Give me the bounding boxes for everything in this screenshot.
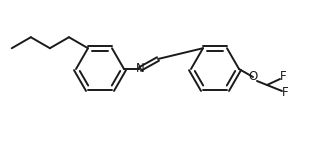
Text: F: F [280, 71, 286, 84]
Text: O: O [248, 71, 258, 84]
Text: N: N [136, 62, 144, 75]
Text: F: F [282, 87, 288, 100]
